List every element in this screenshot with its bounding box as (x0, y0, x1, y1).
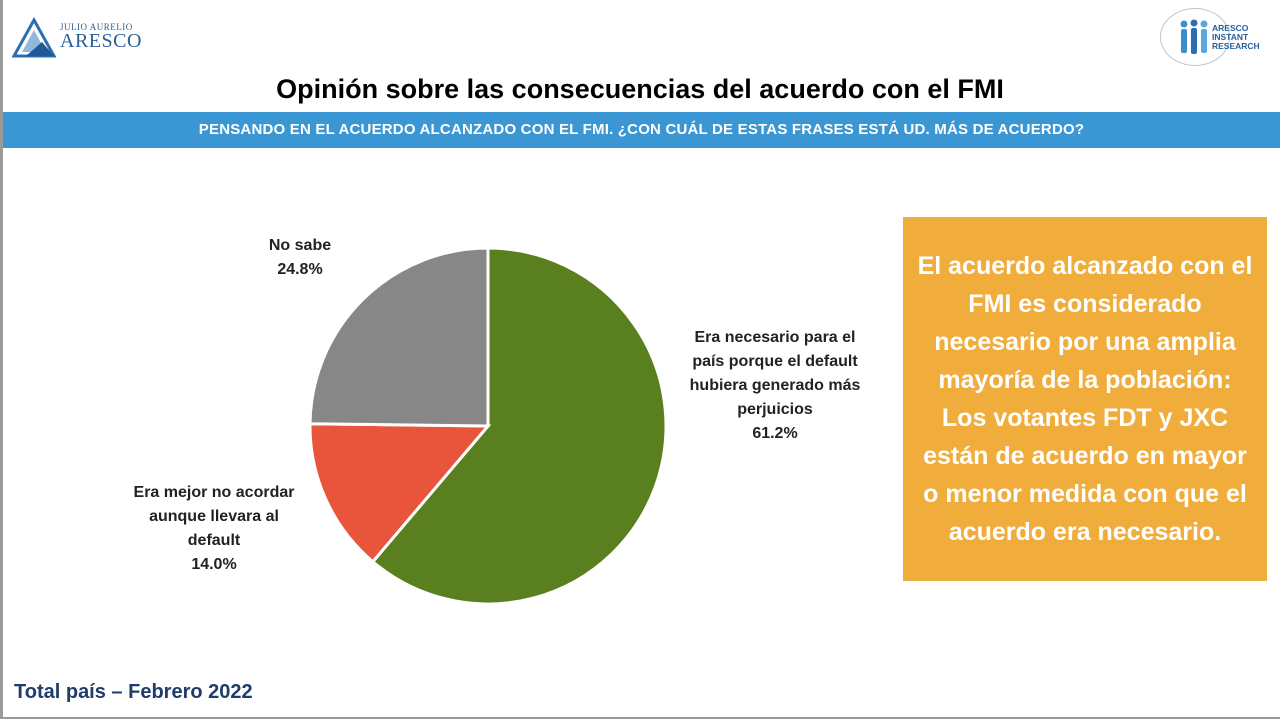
pie-label-mejor-line-3: default (187, 532, 241, 549)
question-band: PENSANDO EN EL ACUERDO ALCANZADO CON EL … (3, 112, 1280, 148)
slide-title: Opinión sobre las consecuencias del acue… (276, 74, 1004, 104)
pie-value-necesario: 61.2% (752, 425, 798, 442)
pie-slice-no-sabe (308, 246, 490, 428)
pie-label-necesario-line-4: perjuicios (737, 401, 813, 418)
summary-callout: El acuerdo alcanzado con el FMI es consi… (903, 217, 1267, 581)
pie-label-no-sabe: No sabe 24.8% (250, 234, 350, 282)
pie-label-mejor-no-acordar: Era mejor no acordar aunque llevara al d… (104, 481, 324, 577)
pie-label-mejor-line-1: Era mejor no acordar (133, 484, 295, 501)
pie-label-necesario-line-1: Era necesario para el (694, 329, 856, 346)
pie-label-mejor-line-2: aunque llevara al (149, 508, 279, 525)
pie-chart (308, 246, 668, 606)
logo-right-line-3: RESEARCH (1212, 41, 1260, 51)
pie-value-no-sabe: 24.8% (277, 261, 323, 278)
pie-label-necesario-line-2: país porque el default (692, 353, 858, 370)
pie-slice-necesario (370, 246, 668, 606)
logo-left-big-text: ARESCO (60, 30, 142, 52)
logo-right-line-1: ARESCO (1212, 23, 1249, 33)
logo-right-text: ARESCO INSTANT RESEARCH (1212, 24, 1260, 51)
summary-callout-text: El acuerdo alcanzado con el FMI es consi… (917, 252, 1253, 546)
people-figures-icon (1180, 19, 1208, 54)
logo-left-small-text: JULIO AURELIO (60, 22, 133, 32)
footer-note: Total país – Febrero 2022 (14, 681, 253, 703)
aresco-logo: JULIO AURELIO ARESCO (12, 14, 152, 64)
triangle-logo-icon (12, 16, 56, 58)
pie-label-no-sabe-line-1: No sabe (268, 237, 332, 254)
pie-slice-mejor-no-acordar (308, 422, 492, 564)
logo-ring (1160, 8, 1230, 66)
pie-label-necesario: Era necesario para el país porque el def… (660, 326, 890, 446)
aresco-instant-research-logo: ARESCO INSTANT RESEARCH (1160, 8, 1270, 66)
logo-right-line-2: INSTANT (1212, 32, 1249, 42)
pie-value-mejor: 14.0% (191, 556, 237, 573)
pie-label-necesario-line-3: hubiera generado más (689, 377, 861, 394)
